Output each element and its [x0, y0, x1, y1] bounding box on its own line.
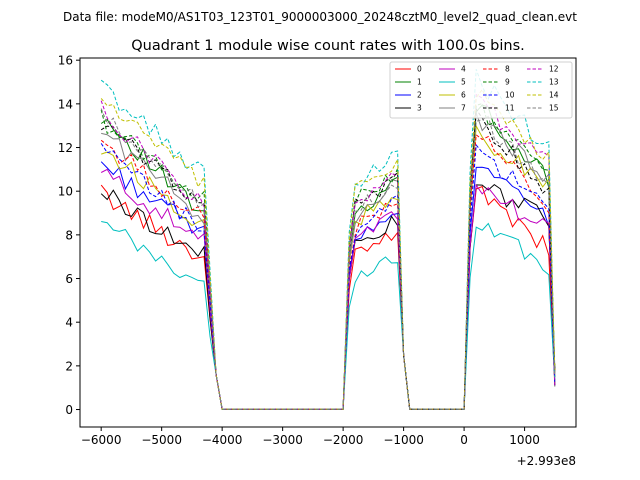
- y-tick-label: 6: [65, 272, 73, 286]
- legend-label: 3: [417, 104, 422, 113]
- x-tick-label: −2000: [323, 433, 364, 447]
- y-axis: 0 2 4 6 8 10 12 14 16: [58, 54, 80, 417]
- x-tick-label: −3000: [262, 433, 303, 447]
- plot-lines: [100, 69, 556, 410]
- x-tick-label: −5000: [141, 433, 182, 447]
- legend-label: 13: [549, 78, 559, 87]
- y-tick-label: 8: [65, 228, 73, 242]
- legend-label: 5: [461, 78, 466, 87]
- x-axis: −6000 −5000 −4000 −3000 −2000 −1000 0 1000: [81, 427, 540, 447]
- legend-label: 10: [505, 91, 515, 100]
- series-line-7: [101, 112, 556, 410]
- series-line-13: [100, 69, 556, 410]
- legend-label: 8: [505, 65, 510, 74]
- series-line-8: [100, 133, 556, 410]
- legend-label: 15: [549, 104, 559, 113]
- chart-title: Quadrant 1 module wise count rates with …: [131, 38, 525, 54]
- y-tick-label: 4: [65, 316, 73, 330]
- legend-frame: [389, 61, 573, 119]
- series-line-15: [100, 108, 556, 410]
- x-tick-label: −6000: [81, 433, 122, 447]
- legend-label: 4: [461, 65, 466, 74]
- series-line-5: [101, 221, 556, 410]
- legend-label: 0: [417, 65, 422, 74]
- legend-label: 1: [417, 78, 422, 87]
- y-tick-label: 12: [58, 141, 73, 155]
- series-line-1: [100, 104, 556, 410]
- y-tick-label: 0: [65, 403, 73, 417]
- axes-frame: [79, 57, 577, 428]
- series-line-10: [100, 143, 556, 410]
- x-tick-label: 1000: [509, 433, 540, 447]
- legend-label: 7: [461, 104, 466, 113]
- legend-label: 9: [505, 78, 510, 87]
- y-tick-label: 10: [58, 185, 73, 199]
- series-line-3: [100, 183, 556, 410]
- x-tick-label: 0: [460, 433, 468, 447]
- series-line-0: [100, 184, 556, 410]
- chart-suptitle: Data file: modeM0/AS1T03_123T01_90000030…: [63, 10, 577, 24]
- y-tick-label: 2: [65, 359, 73, 373]
- x-offset-label: +2.993e8: [517, 454, 576, 468]
- series-line-4: [100, 168, 556, 410]
- legend-label: 11: [505, 104, 515, 113]
- legend-label: 6: [461, 91, 466, 100]
- x-tick-label: −1000: [383, 433, 424, 447]
- series-line-9: [100, 102, 556, 410]
- x-tick-label: −4000: [202, 433, 243, 447]
- series-line-11: [100, 107, 556, 410]
- legend-label: 12: [549, 65, 559, 74]
- y-tick-label: 16: [58, 54, 73, 68]
- legend-label: 2: [417, 91, 422, 100]
- y-tick-label: 14: [58, 97, 73, 111]
- legend-label: 14: [549, 91, 559, 100]
